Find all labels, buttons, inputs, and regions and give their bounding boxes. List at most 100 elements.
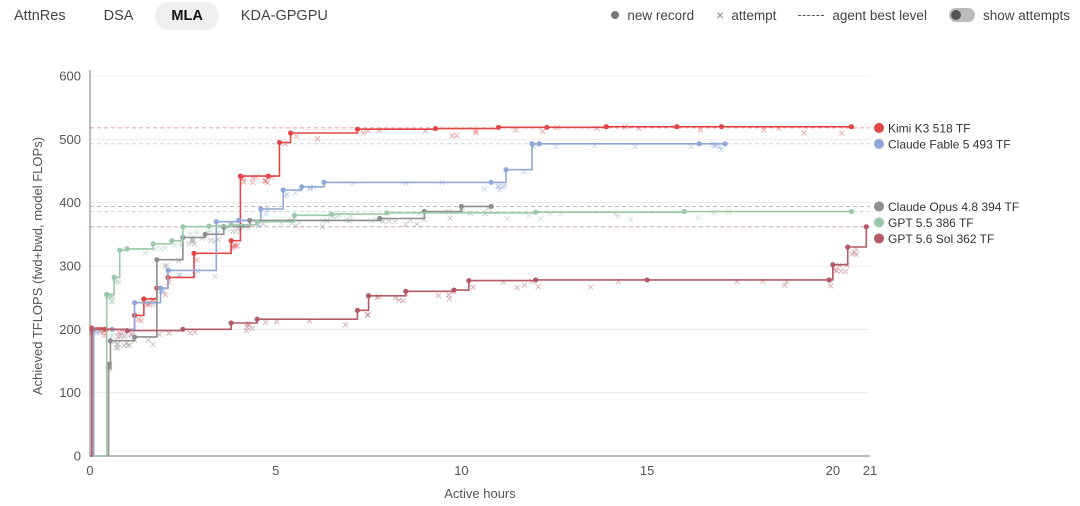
- x-tick-label: 5: [272, 463, 279, 478]
- tab-attnres[interactable]: AttnRes: [14, 8, 66, 24]
- attempt-mark: [241, 179, 247, 185]
- attempt-mark: [851, 249, 858, 256]
- record-point: [403, 288, 409, 294]
- record-point: [104, 291, 110, 298]
- attempt-mark: [191, 241, 198, 248]
- attempt-mark: [207, 227, 214, 234]
- attempt-mark: [849, 251, 855, 257]
- series-legend-label: GPT 5.5 386 TF: [888, 216, 974, 230]
- record-point: [131, 300, 138, 306]
- record-point: [432, 125, 439, 132]
- attempt-mark: [445, 292, 452, 298]
- y-tick-label: 300: [59, 259, 81, 274]
- attempt-mark: [504, 216, 511, 222]
- record-point: [451, 287, 457, 293]
- attempt-mark: [499, 183, 506, 190]
- record-point: [644, 277, 650, 283]
- attempt-mark: [449, 132, 456, 139]
- attempt-mark: [632, 143, 638, 150]
- attempt-mark: [162, 245, 169, 252]
- attempt-mark: [711, 209, 717, 216]
- record-point: [466, 277, 472, 284]
- attempt-mark: [512, 127, 519, 133]
- tab-kda-gpgpu[interactable]: KDA-GPGPU: [240, 8, 328, 24]
- toggle-knob: [950, 10, 961, 20]
- dashed-line-icon: [798, 14, 825, 16]
- record-point: [365, 293, 372, 299]
- attempt-mark: [185, 240, 192, 247]
- attempt-mark: [837, 268, 844, 274]
- record-point: [488, 179, 494, 185]
- record-point: [247, 217, 253, 223]
- record-point: [117, 247, 123, 253]
- record-point: [826, 277, 832, 283]
- tab-mla[interactable]: MLA: [155, 2, 219, 30]
- attempt-mark: [157, 245, 164, 252]
- attempt-mark: [114, 341, 120, 348]
- record-point: [206, 223, 212, 229]
- attempt-mark: [435, 292, 442, 299]
- attempt-mark: [162, 291, 169, 298]
- y-tick-label: 600: [59, 69, 81, 84]
- attempt-mark: [113, 345, 120, 351]
- attempt-mark: [176, 271, 183, 278]
- record-point: [150, 241, 156, 247]
- attempt-mark: [171, 242, 178, 249]
- record-point: [458, 203, 465, 210]
- tab-dsa[interactable]: DSA: [103, 8, 134, 24]
- attempt-mark: [263, 210, 269, 217]
- attempt-mark: [116, 329, 122, 336]
- attempt-mark: [115, 279, 122, 286]
- attempt-mark: [712, 143, 718, 150]
- attempt-mark: [229, 228, 236, 235]
- attempt-mark: [314, 135, 321, 142]
- record-point: [328, 211, 335, 217]
- attempt-mark: [191, 329, 198, 336]
- attempt-mark: [187, 231, 194, 237]
- series-legend-label: Claude Fable 5 493 TF: [888, 137, 1011, 151]
- legend-agent-best: agent best level: [798, 8, 927, 23]
- record-point: [124, 246, 130, 252]
- y-tick-label: 100: [59, 385, 81, 400]
- y-axis-label: Achieved TFLOPS (fwd+bwd, model FLOPs): [30, 137, 45, 395]
- attempt-mark: [402, 221, 409, 228]
- top-legend: new record × attempt agent best level sh…: [589, 0, 1070, 30]
- attempt-mark: [108, 294, 114, 300]
- attempt-mark: [760, 127, 767, 133]
- record-point: [503, 167, 509, 173]
- show-attempts-toggle[interactable]: [948, 8, 975, 22]
- attempt-mark: [319, 223, 326, 230]
- attempt-mark: [587, 284, 594, 291]
- attempt-mark: [233, 228, 239, 235]
- record-point: [169, 238, 175, 244]
- attempt-x-icon: ×: [716, 7, 725, 23]
- record-point: [111, 274, 117, 280]
- record-point: [237, 173, 244, 179]
- record-point: [228, 238, 234, 244]
- show-attempts-control[interactable]: show attempts: [948, 8, 1070, 23]
- record-point: [276, 139, 283, 146]
- record-point: [544, 124, 550, 130]
- series-line: [90, 142, 726, 457]
- attempt-mark: [627, 216, 634, 223]
- attempt-mark: [842, 268, 849, 275]
- attempt-mark: [243, 327, 250, 334]
- attempt-mark: [145, 337, 152, 344]
- attempt-mark: [117, 333, 124, 340]
- attempt-mark: [853, 251, 860, 258]
- attempt-mark: [496, 183, 502, 190]
- legend-swatch-icon: [874, 201, 884, 212]
- tab-bar: AttnRes DSA MLA KDA-GPGPU: [0, 0, 350, 32]
- attempt-mark: [262, 178, 269, 185]
- record-point: [265, 173, 271, 179]
- record-point: [488, 203, 494, 210]
- attempt-mark: [135, 316, 142, 323]
- attempt-mark: [535, 283, 541, 290]
- attempt-mark: [101, 332, 107, 339]
- attempt-mark: [697, 127, 704, 133]
- record-point: [384, 210, 390, 216]
- series-legend-label: Kimi K3 518 TF: [888, 121, 970, 135]
- y-tick-label: 0: [74, 449, 81, 464]
- attempt-mark: [166, 330, 172, 337]
- record-point: [280, 187, 286, 193]
